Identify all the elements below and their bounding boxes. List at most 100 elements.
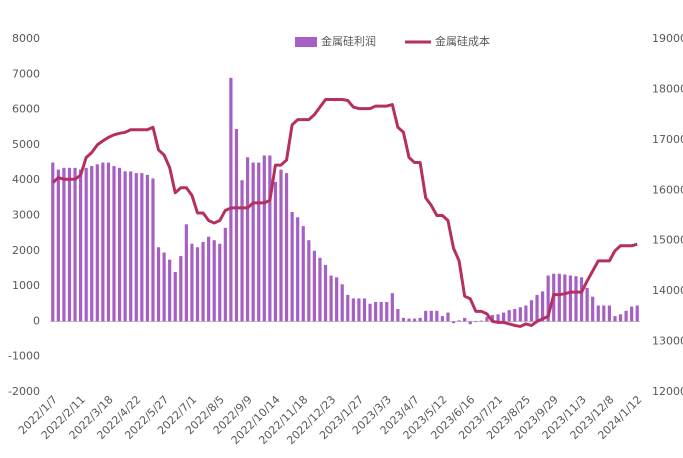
y2-tick-label: 13000: [652, 335, 683, 348]
bar: [596, 305, 600, 322]
bar: [162, 252, 166, 322]
bar: [407, 318, 411, 322]
bar: [624, 310, 628, 322]
bar: [401, 317, 406, 322]
bar: [446, 312, 450, 322]
bar: [351, 298, 355, 322]
y2-tick-label: 18000: [652, 82, 683, 95]
bar: [151, 178, 155, 322]
bar: [79, 169, 83, 322]
bar: [440, 316, 445, 322]
bar: [273, 181, 278, 322]
bar: [168, 259, 172, 322]
bar: [279, 169, 283, 322]
y-tick-label: 6000: [12, 103, 40, 116]
bar: [67, 167, 72, 322]
bar: [579, 277, 584, 322]
bar: [201, 241, 205, 322]
bar: [346, 294, 350, 322]
bar: [485, 316, 489, 322]
bar: [140, 173, 144, 322]
y2-tick-label: 14000: [652, 284, 683, 297]
bar: [156, 247, 161, 322]
bar: [134, 173, 138, 322]
bar: [535, 294, 539, 322]
bar: [374, 301, 378, 322]
bar: [507, 310, 511, 322]
bar: [568, 275, 573, 322]
y-tick-label: 2000: [12, 244, 40, 257]
bar: [195, 247, 200, 322]
bar: [618, 314, 623, 322]
bar: [630, 306, 634, 322]
bar: [563, 274, 567, 322]
legend-label: 金属硅利润: [321, 34, 376, 48]
bar: [635, 305, 639, 322]
legend-swatch: [295, 37, 317, 47]
bar: [323, 264, 328, 322]
bar: [106, 162, 111, 322]
bar: [240, 180, 244, 322]
bar: [429, 310, 433, 322]
bar: [540, 291, 545, 322]
bar: [212, 240, 216, 322]
bar: [524, 305, 528, 322]
bar: [607, 305, 611, 322]
bar: [290, 211, 294, 322]
bar: [318, 257, 322, 322]
bar: [73, 167, 77, 322]
bar: [529, 300, 534, 322]
bar: [229, 77, 233, 322]
bar: [184, 224, 188, 322]
y-tick-label: -2000: [8, 385, 40, 398]
bar: [90, 166, 94, 322]
y-tick-label: -1000: [8, 350, 40, 363]
y-tick-label: 0: [33, 314, 40, 327]
bar: [435, 310, 439, 322]
bar: [357, 298, 361, 322]
bar: [262, 155, 266, 322]
bar: [585, 287, 589, 322]
bar: [424, 310, 428, 322]
y2-tick-label: 12000: [652, 385, 683, 398]
bar: [390, 293, 394, 322]
bar: [490, 315, 495, 322]
bar: [218, 243, 222, 322]
bar: [329, 275, 333, 322]
bar: [335, 277, 339, 322]
bar: [245, 157, 250, 322]
bar: [557, 273, 561, 322]
y2-tick-label: 17000: [652, 133, 683, 146]
bar: [112, 166, 116, 322]
bar: [412, 318, 417, 322]
y2-tick-label: 16000: [652, 183, 683, 196]
bar: [51, 162, 55, 322]
y-tick-label: 4000: [12, 173, 40, 186]
bar: [457, 320, 461, 322]
y-tick-label: 8000: [12, 32, 40, 45]
bar: [223, 227, 227, 322]
y-tick-label: 3000: [12, 209, 40, 222]
bar: [101, 162, 105, 322]
bar: [591, 296, 595, 322]
bar: [502, 312, 506, 322]
y-tick-label: 1000: [12, 279, 40, 292]
legend-label: 金属硅成本: [435, 34, 490, 48]
bar: [602, 305, 606, 322]
bar: [451, 321, 456, 324]
bar: [496, 314, 500, 322]
bar: [418, 317, 422, 322]
bar: [129, 171, 133, 322]
line: [51, 98, 638, 328]
bar: [362, 298, 367, 322]
bar: [301, 226, 305, 322]
bar: [284, 173, 289, 322]
bar: [574, 276, 578, 322]
bar: [296, 217, 300, 322]
bar: [396, 309, 400, 322]
y2-tick-label: 15000: [652, 234, 683, 247]
bar: [251, 162, 255, 322]
bar: [123, 171, 127, 322]
bar: [546, 275, 550, 322]
